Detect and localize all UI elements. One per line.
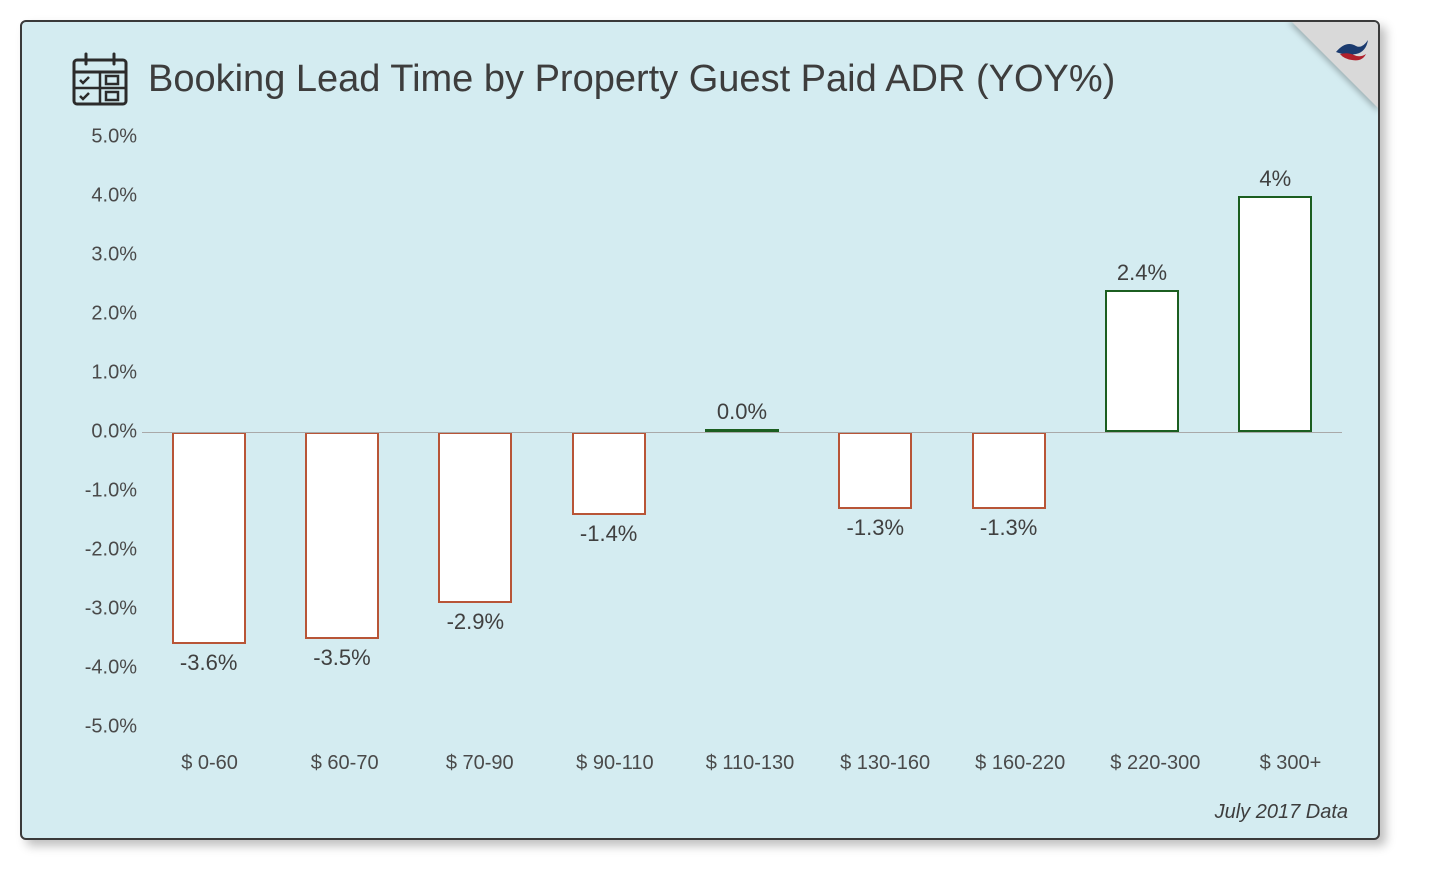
x-axis-labels: $ 0-60$ 60-70$ 70-90$ 90-110$ 110-130$ 1… [142,752,1358,775]
value-label: 2.4% [1117,260,1167,286]
value-label: -2.9% [447,609,504,635]
x-tick-label: $ 160-220 [953,752,1088,775]
y-tick-label: 3.0% [91,244,137,267]
x-tick-label: $ 0-60 [142,752,277,775]
y-tick-label: 4.0% [91,185,137,208]
value-label: -3.6% [180,650,237,676]
plot-area: -3.6% -3.5% -2.9% -1.4% 0.0% -1.3% -1.3% 2.4% 4%… [82,137,1342,727]
bar [972,432,1046,509]
x-tick-label: $ 70-90 [412,752,547,775]
brand-bird-logo-icon [1332,30,1372,70]
x-tick-label: $ 90-110 [547,752,682,775]
x-tick-label: $ 300+ [1223,752,1358,775]
calendar-check-icon [70,50,130,108]
value-label: 4% [1259,166,1291,192]
y-tick-label: -5.0% [85,716,137,739]
baseline [142,432,1342,433]
value-label: -1.4% [580,521,637,547]
y-tick-label: -4.0% [85,657,137,680]
bar [1105,290,1179,432]
bar [172,432,246,644]
chart-card: Booking Lead Time by Property Guest Paid… [20,20,1380,840]
y-tick-label: -2.0% [85,539,137,562]
x-tick-label: $ 130-160 [818,752,953,775]
value-label: -1.3% [847,515,904,541]
y-tick-label: 0.0% [91,421,137,444]
chart-header: Booking Lead Time by Property Guest Paid… [22,22,1378,108]
y-tick-label: -3.0% [85,598,137,621]
y-tick-label: 5.0% [91,126,137,149]
chart-title: Booking Lead Time by Property Guest Paid… [148,58,1115,101]
bar [305,432,379,639]
value-label: -3.5% [313,645,370,671]
bar [838,432,912,509]
y-tick-label: -1.0% [85,480,137,503]
y-tick-label: 2.0% [91,303,137,326]
x-tick-label: $ 220-300 [1088,752,1223,775]
x-tick-label: $ 60-70 [277,752,412,775]
chart-subtitle: July 2017 Data [1215,801,1348,824]
bar [438,432,512,603]
value-label: -1.3% [980,515,1037,541]
bar [1238,196,1312,432]
y-tick-label: 1.0% [91,362,137,385]
bar [572,432,646,515]
x-tick-label: $ 110-130 [682,752,817,775]
value-label: 0.0% [717,399,767,425]
